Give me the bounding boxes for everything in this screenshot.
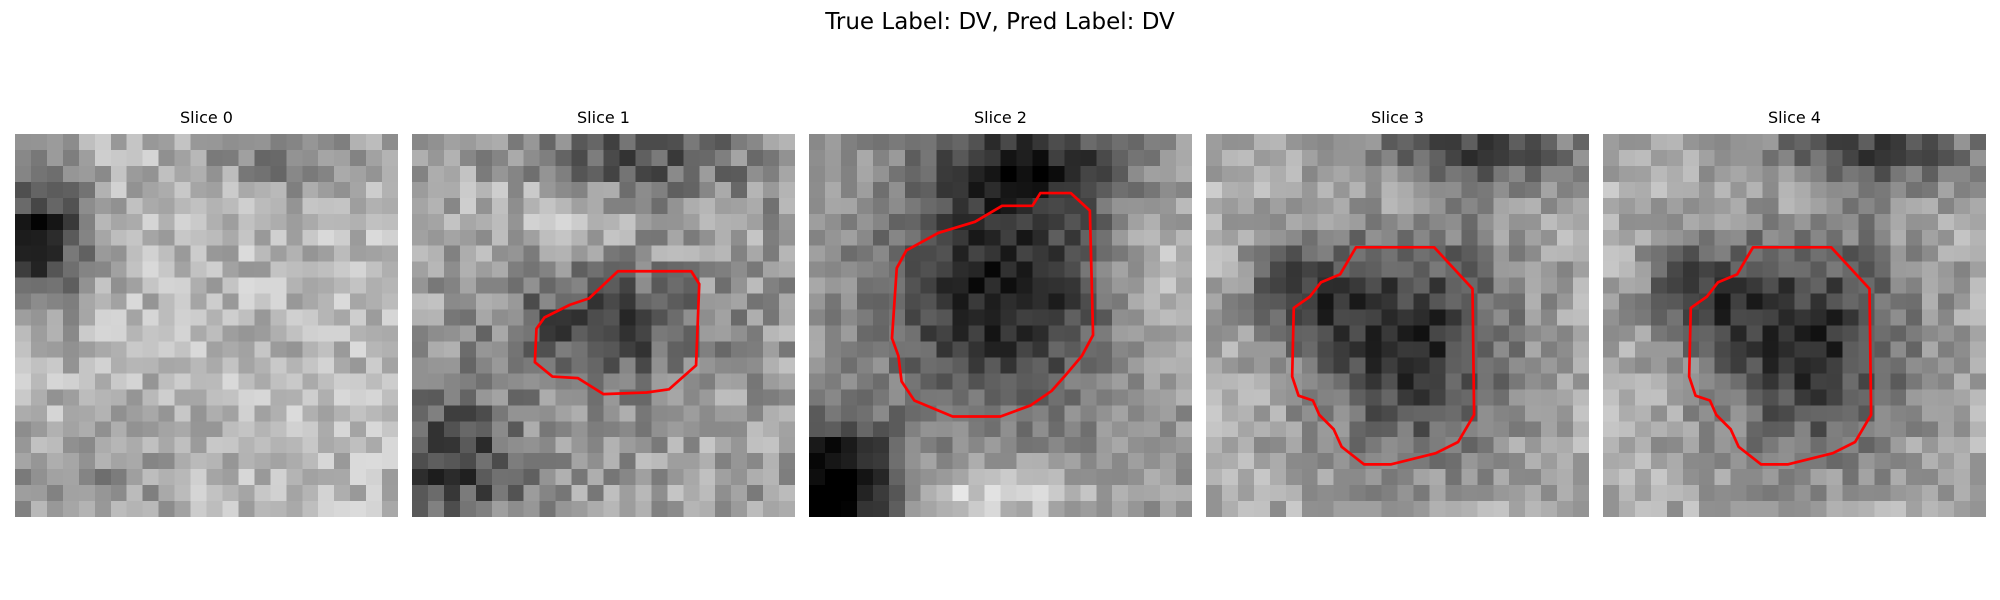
slice-image-2 xyxy=(809,134,1192,517)
slice-image-1 xyxy=(412,134,795,517)
slice-title-4: Slice 4 xyxy=(1603,108,1986,128)
slice-image-3 xyxy=(1206,134,1589,517)
figure-title: True Label: DV, Pred Label: DV xyxy=(0,8,2000,36)
slice-title-2: Slice 2 xyxy=(809,108,1192,128)
slice-image-0 xyxy=(15,134,398,517)
slice-image-4 xyxy=(1603,134,1986,517)
slice-title-3: Slice 3 xyxy=(1206,108,1589,128)
slice-title-0: Slice 0 xyxy=(15,108,398,128)
slice-title-1: Slice 1 xyxy=(412,108,795,128)
